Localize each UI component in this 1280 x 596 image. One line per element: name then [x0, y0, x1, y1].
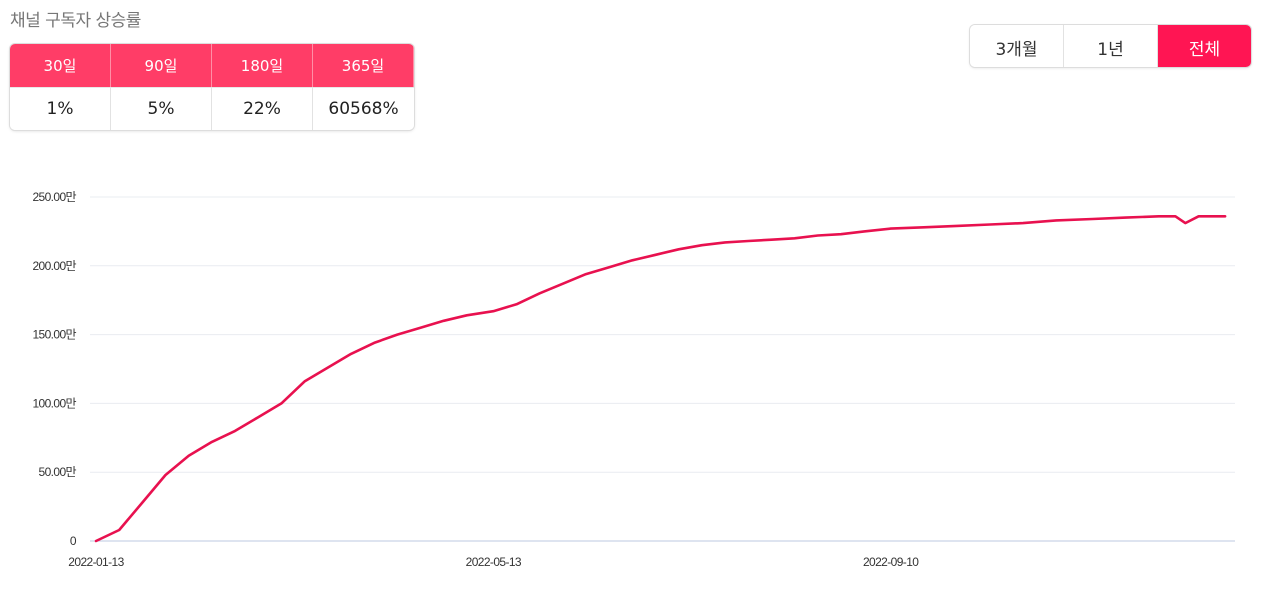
x-tick-label: 2022-05-13 — [466, 555, 522, 569]
range-selector: 3개월 1년 전체 — [970, 25, 1251, 67]
header-365-days: 365일 — [313, 44, 414, 87]
axes: 0 50.00만 100.00만 150.00만 200.00만 250.00만 2022-… — [32, 190, 919, 569]
series — [94, 215, 1227, 543]
y-tick-label: 250.00만 — [32, 190, 76, 204]
section-title: 채널 구독자 상승률 — [10, 11, 141, 31]
x-tick-label: 2022-01-13 — [68, 555, 124, 569]
y-tick-label: 200.00만 — [32, 259, 76, 273]
y-tick-label: 50.00만 — [39, 465, 77, 479]
header-30-days: 30일 — [10, 44, 111, 87]
value-180-days: 22% — [212, 87, 313, 130]
x-tick-label: 2022-09-10 — [863, 555, 919, 569]
value-90-days: 5% — [111, 87, 212, 130]
subscriber-line-chart: 0 50.00만 100.00만 150.00만 200.00만 250.00만 2022-… — [32, 190, 1235, 569]
grid-lines — [90, 196, 1235, 542]
y-tick-label: 100.00만 — [32, 396, 76, 410]
header-180-days: 180일 — [212, 44, 313, 87]
value-365-days: 60568% — [313, 87, 414, 130]
header-90-days: 90일 — [111, 44, 212, 87]
range-all-button[interactable]: 전체 — [1158, 25, 1251, 67]
range-1-year-button[interactable]: 1년 — [1064, 25, 1158, 67]
subscriber-series-line — [94, 215, 1227, 543]
y-tick-label: 150.00만 — [32, 328, 76, 342]
range-3-months-button[interactable]: 3개월 — [970, 25, 1064, 67]
growth-rate-table: 30일 90일 180일 365일 1% 5% 22% 60568% — [10, 44, 414, 130]
value-30-days: 1% — [10, 87, 111, 130]
y-tick-label: 0 — [70, 534, 77, 548]
